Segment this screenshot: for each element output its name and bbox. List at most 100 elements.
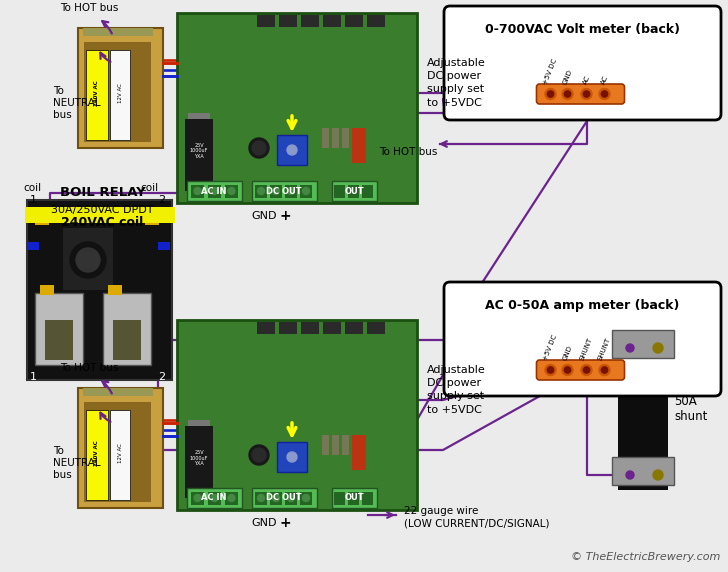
- Bar: [35, 215, 49, 225]
- Bar: [270, 492, 282, 505]
- Circle shape: [272, 495, 280, 502]
- Text: 1: 1: [30, 372, 36, 382]
- Circle shape: [545, 364, 556, 375]
- Circle shape: [303, 495, 309, 502]
- Bar: [285, 492, 297, 505]
- Bar: [108, 285, 122, 295]
- Text: 2: 2: [159, 372, 165, 382]
- Text: BOIL RELAY: BOIL RELAY: [60, 185, 146, 198]
- Text: coil: coil: [23, 183, 41, 193]
- Bar: [110, 50, 130, 140]
- Circle shape: [626, 471, 634, 479]
- Bar: [257, 15, 275, 27]
- Circle shape: [70, 242, 106, 278]
- Bar: [277, 135, 307, 165]
- Bar: [612, 457, 674, 485]
- Text: SHUNT: SHUNT: [579, 336, 594, 361]
- Text: To HOT bus: To HOT bus: [60, 3, 119, 13]
- Circle shape: [211, 188, 218, 194]
- Bar: [208, 492, 221, 505]
- Bar: [301, 15, 319, 27]
- Bar: [367, 322, 385, 334]
- Circle shape: [249, 138, 269, 158]
- Text: GND: GND: [251, 518, 277, 528]
- Bar: [352, 128, 366, 163]
- Circle shape: [288, 188, 295, 194]
- Text: AC 0-50A amp meter (back): AC 0-50A amp meter (back): [486, 300, 680, 312]
- Circle shape: [194, 188, 201, 194]
- Bar: [27, 200, 172, 380]
- Circle shape: [581, 89, 592, 100]
- Bar: [322, 128, 329, 148]
- Bar: [177, 13, 417, 203]
- Text: 12V AC: 12V AC: [117, 443, 122, 463]
- Bar: [86, 410, 108, 500]
- Text: DC OUT: DC OUT: [266, 186, 302, 196]
- Bar: [279, 322, 297, 334]
- Circle shape: [228, 495, 235, 502]
- Text: 30A/250VAC DPDT: 30A/250VAC DPDT: [51, 205, 154, 215]
- Text: Adjustable
DC power
supply set
to +5VDC: Adjustable DC power supply set to +5VDC: [427, 365, 486, 415]
- Text: To HOT bus: To HOT bus: [60, 363, 119, 373]
- Circle shape: [287, 145, 297, 155]
- Bar: [323, 322, 341, 334]
- Bar: [158, 242, 170, 250]
- Text: +5V DC: +5V DC: [542, 58, 558, 85]
- FancyBboxPatch shape: [537, 84, 625, 104]
- Bar: [185, 426, 213, 498]
- Bar: [332, 181, 377, 201]
- Circle shape: [564, 367, 571, 373]
- Circle shape: [287, 452, 297, 462]
- Bar: [86, 50, 108, 140]
- Text: 240V AC: 240V AC: [95, 80, 100, 106]
- Text: OUT: OUT: [344, 186, 364, 196]
- Circle shape: [583, 367, 590, 373]
- Circle shape: [272, 188, 280, 194]
- Text: To
NEUTRAL
bus: To NEUTRAL bus: [53, 446, 100, 479]
- Bar: [332, 128, 339, 148]
- Bar: [342, 435, 349, 455]
- Bar: [84, 402, 151, 502]
- Bar: [252, 488, 317, 508]
- Bar: [301, 322, 319, 334]
- Text: SHUNT: SHUNT: [597, 336, 612, 361]
- Bar: [322, 435, 329, 455]
- Bar: [110, 410, 130, 500]
- Circle shape: [564, 91, 571, 97]
- Text: GND: GND: [562, 68, 573, 85]
- Bar: [348, 185, 359, 198]
- Bar: [83, 28, 153, 36]
- Circle shape: [258, 495, 264, 502]
- Text: 240VAC coil: 240VAC coil: [61, 216, 143, 228]
- Bar: [225, 185, 238, 198]
- Text: 25V
1000uF
YXA: 25V 1000uF YXA: [190, 450, 208, 466]
- Bar: [27, 242, 39, 250]
- Bar: [78, 28, 163, 148]
- Bar: [257, 322, 275, 334]
- Bar: [191, 492, 204, 505]
- Bar: [618, 328, 668, 490]
- Circle shape: [599, 89, 610, 100]
- Text: +5V DC: +5V DC: [542, 333, 558, 361]
- Text: coil: coil: [140, 183, 158, 193]
- Bar: [348, 492, 359, 505]
- Bar: [225, 492, 238, 505]
- Bar: [334, 185, 345, 198]
- Circle shape: [228, 188, 235, 194]
- Text: 50A
shunt: 50A shunt: [674, 395, 708, 423]
- Bar: [83, 388, 153, 396]
- Circle shape: [562, 89, 573, 100]
- Bar: [185, 119, 213, 191]
- Circle shape: [252, 448, 266, 462]
- Bar: [188, 113, 210, 119]
- Text: 25V
1000uF
YXA: 25V 1000uF YXA: [190, 142, 208, 159]
- Text: DC OUT: DC OUT: [266, 494, 302, 502]
- Bar: [177, 320, 417, 510]
- Circle shape: [76, 248, 100, 272]
- Bar: [63, 228, 113, 290]
- Text: Adjustable
DC power
supply set
to +5VDC: Adjustable DC power supply set to +5VDC: [427, 58, 486, 108]
- Bar: [352, 435, 366, 470]
- Circle shape: [583, 91, 590, 97]
- Bar: [345, 15, 363, 27]
- Bar: [187, 181, 242, 201]
